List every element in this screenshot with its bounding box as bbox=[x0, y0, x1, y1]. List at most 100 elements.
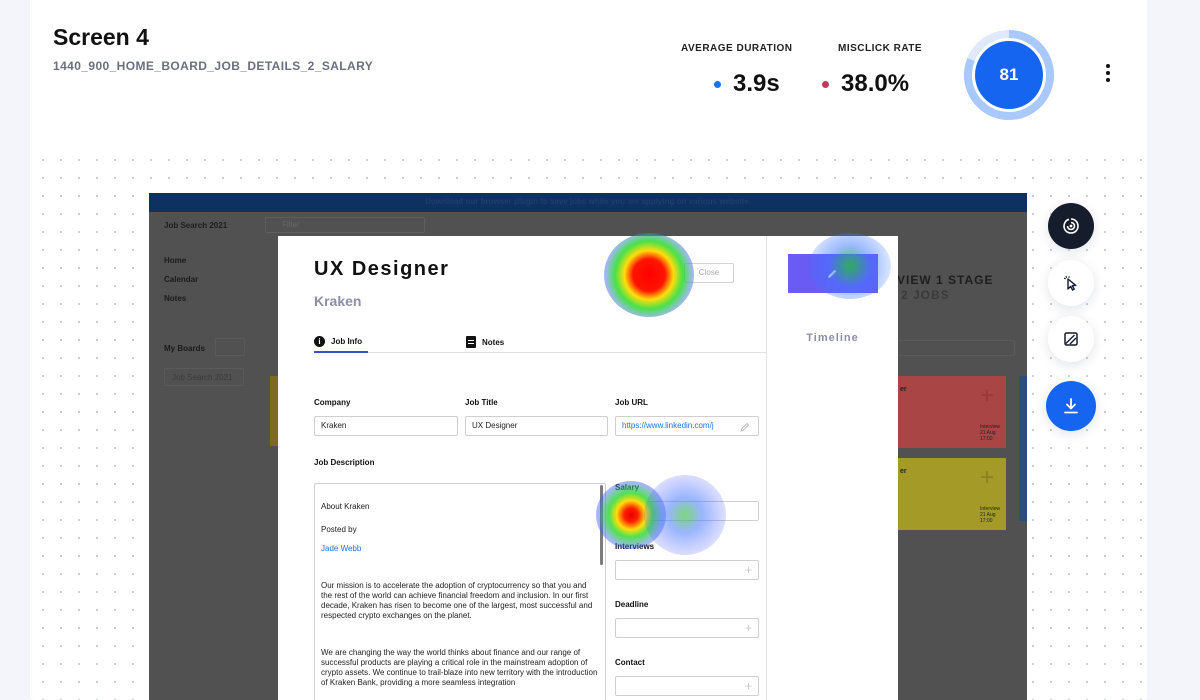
score-ring: 81 bbox=[963, 29, 1055, 121]
job-details-modal: UX Designer Kraken Close i Job Info Note… bbox=[278, 236, 898, 700]
capture-board-item-label: Job Search 2021 bbox=[172, 373, 233, 382]
score-ring-progress bbox=[964, 30, 1054, 120]
deadline-label: Deadline bbox=[615, 600, 649, 609]
job-url-value: https://www.linkedin.com/j bbox=[622, 421, 714, 430]
tab-notes[interactable]: Notes bbox=[466, 331, 504, 353]
more-options-icon[interactable] bbox=[1103, 64, 1113, 86]
screen-subtitle: 1440_900_HOME_BOARD_JOB_DETAILS_2_SALARY bbox=[53, 59, 374, 73]
contact-label: Contact bbox=[615, 658, 645, 667]
company-label: Company bbox=[314, 398, 351, 407]
avg-duration-row: 3.9s bbox=[714, 70, 793, 98]
capture-job-card-meta3: 17:00 bbox=[979, 436, 993, 442]
score-ring-graphic bbox=[964, 30, 1054, 120]
screen-capture: Download our browser plugin to save jobs… bbox=[149, 193, 1027, 700]
avg-duration-dot bbox=[714, 80, 721, 88]
desc-scrollbar[interactable] bbox=[600, 485, 603, 565]
plus-icon: + bbox=[979, 464, 994, 491]
job-description-field[interactable]: About Kraken Posted by Jade Webb Our mis… bbox=[314, 483, 606, 700]
capture-stage-count: 2 JOBS bbox=[901, 288, 950, 302]
timeline-heading: Timeline bbox=[806, 332, 859, 344]
download-icon bbox=[1064, 398, 1078, 414]
clicks-tool[interactable] bbox=[1048, 260, 1094, 306]
image-tool[interactable] bbox=[1048, 316, 1094, 362]
capture-board-item bbox=[164, 368, 244, 386]
plus-icon[interactable]: + bbox=[744, 563, 752, 577]
job-url-label: Job URL bbox=[615, 398, 648, 407]
capture-column-add bbox=[897, 340, 1015, 356]
capture-job-card-meta: Interview 21 Aug 17:00 bbox=[980, 424, 1000, 442]
heatmap-canvas: Download our browser plugin to save jobs… bbox=[30, 145, 1147, 700]
company-field[interactable]: Kraken bbox=[314, 416, 458, 436]
modal-job-title: UX Designer bbox=[314, 258, 450, 280]
cursor-icon bbox=[1063, 275, 1077, 291]
capture-search: Filter bbox=[265, 217, 425, 233]
modal-close-button[interactable]: Close bbox=[684, 263, 734, 283]
desc-about: About Kraken bbox=[321, 502, 370, 511]
plus-icon[interactable]: + bbox=[744, 621, 752, 635]
capture-nav-calendar: Calendar bbox=[164, 275, 199, 284]
avg-duration-metric: AVERAGE DURATION 3.9s bbox=[681, 43, 793, 98]
job-title-field[interactable]: UX Designer bbox=[465, 416, 608, 436]
interviews-field[interactable]: + bbox=[615, 560, 759, 580]
salary-field[interactable] bbox=[615, 501, 759, 521]
capture-nav-notes: Notes bbox=[164, 294, 187, 303]
misclick-rate-dot bbox=[822, 80, 829, 88]
tab-notes-label: Notes bbox=[482, 337, 505, 347]
capture-job-card: er + Interview 21 Aug 17:00 bbox=[896, 376, 1006, 448]
capture-job-card-meta1: Interview bbox=[979, 506, 1000, 512]
desc-author[interactable]: Jade Webb bbox=[321, 544, 362, 553]
modal-company-name: Kraken bbox=[314, 293, 362, 309]
plus-icon[interactable]: + bbox=[744, 679, 752, 693]
job-description-label: Job Description bbox=[314, 458, 375, 467]
screen-title: Screen 4 bbox=[53, 24, 149, 50]
interviews-label: Interviews bbox=[615, 542, 655, 551]
misclick-rate-metric: MISCLICK RATE 38.0% bbox=[822, 43, 923, 98]
modal-side-panel: Timeline bbox=[766, 236, 898, 700]
desc-posted-by: Posted by bbox=[321, 525, 357, 534]
score-value: 81 bbox=[999, 65, 1019, 84]
capture-job-card-meta2: 21 Aug bbox=[979, 512, 996, 518]
plus-icon: + bbox=[979, 382, 994, 409]
score-ring-core bbox=[975, 41, 1043, 109]
capture-job-card-meta: Interview 21 Aug 17:00 bbox=[980, 506, 1000, 524]
capture-next-column bbox=[1019, 376, 1027, 521]
capture-column-edge bbox=[270, 376, 280, 446]
capture-job-card: er + Interview 21 Aug 17:00 bbox=[896, 458, 1006, 530]
tab-job-info[interactable]: i Job Info bbox=[314, 331, 368, 353]
salary-label: Salary bbox=[615, 483, 640, 492]
capture-job-card-meta1: Interview bbox=[979, 424, 1000, 430]
avg-duration-label: AVERAGE DURATION bbox=[681, 43, 793, 54]
capture-my-boards: My Boards bbox=[164, 344, 205, 353]
misclick-rate-row: 38.0% bbox=[822, 70, 922, 98]
capture-nav-home: Home bbox=[164, 256, 187, 265]
download-tool[interactable] bbox=[1046, 381, 1096, 431]
edit-button[interactable] bbox=[788, 254, 878, 293]
capture-app-name: Job Search 2021 bbox=[164, 221, 228, 230]
capture-banner: Download our browser plugin to save jobs… bbox=[149, 193, 1027, 212]
misclick-rate-value: 38.0% bbox=[841, 70, 910, 97]
capture-stage-title: VIEW 1 STAGE bbox=[897, 273, 994, 287]
capture-job-card-meta3: 17:00 bbox=[979, 518, 993, 524]
contact-field[interactable]: + bbox=[615, 676, 759, 696]
desc-paragraph-1: Our mission is to accelerate the adoptio… bbox=[321, 581, 593, 620]
avg-duration-value: 3.9s bbox=[733, 70, 780, 97]
clipboard-icon bbox=[466, 336, 476, 348]
deadline-field[interactable]: + bbox=[615, 618, 759, 638]
heatmap-icon bbox=[1063, 218, 1079, 234]
screen-header: Screen 4 1440_900_HOME_BOARD_JOB_DETAILS… bbox=[30, 0, 1147, 145]
capture-job-card-meta2: 21 Aug bbox=[979, 430, 996, 436]
job-title-label: Job Title bbox=[465, 398, 498, 407]
heatmap-tool[interactable] bbox=[1048, 203, 1094, 249]
capture-job-card-name: er bbox=[900, 386, 907, 393]
tab-job-info-label: Job Info bbox=[331, 336, 363, 346]
image-icon bbox=[1064, 332, 1078, 346]
job-url-field[interactable]: https://www.linkedin.com/j bbox=[615, 416, 759, 436]
desc-spacer bbox=[321, 634, 599, 648]
misclick-rate-label: MISCLICK RATE bbox=[838, 43, 923, 54]
info-icon: i bbox=[314, 335, 325, 347]
modal-tabs: i Job Info Notes bbox=[314, 331, 766, 353]
screen-card: Screen 4 1440_900_HOME_BOARD_JOB_DETAILS… bbox=[30, 0, 1147, 700]
desc-paragraph-2: We are changing the way the world thinks… bbox=[321, 648, 598, 687]
capture-job-card-name: er bbox=[900, 468, 907, 475]
pencil-icon[interactable] bbox=[740, 422, 750, 432]
